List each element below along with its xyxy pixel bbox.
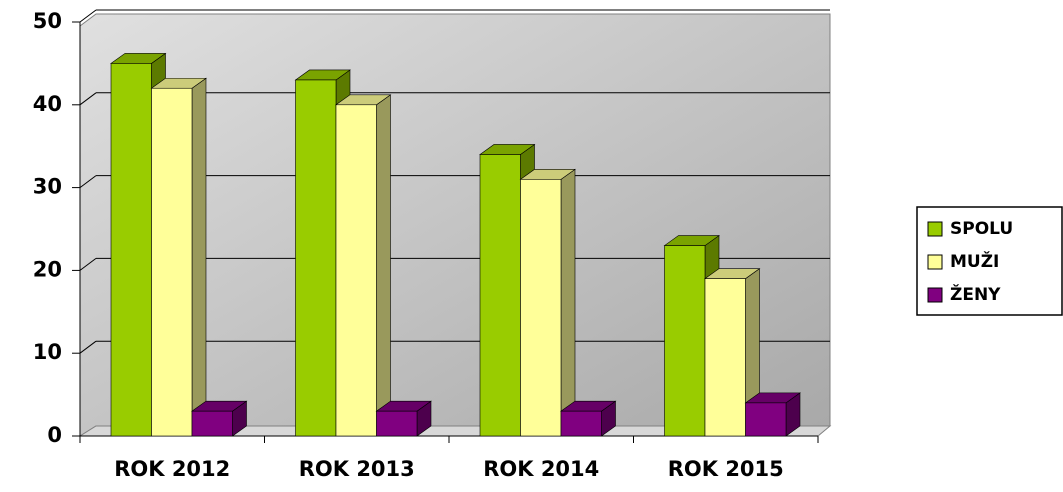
bar [191,410,233,437]
y-tick-label: 40 [33,92,62,116]
grid-line [79,9,97,23]
legend-label: SPOLU [950,219,1013,239]
y-tick-label: 50 [33,9,62,33]
bar-side [376,94,391,437]
legend-swatch [927,221,943,237]
bar [664,245,706,437]
x-tick-label: ROK 2014 [483,457,599,481]
grid-line [79,175,97,189]
bar [151,87,193,437]
bar [560,410,602,437]
bar-side [560,168,576,437]
legend-swatch [927,254,943,270]
bar [295,79,337,437]
legend-label: MUŽI [950,250,999,272]
x-tick-label: ROK 2015 [668,457,784,481]
x-tick-label: ROK 2013 [299,457,415,481]
grid-line [79,92,97,106]
y-tick-label: 10 [33,340,62,364]
legend-label: ŽENY [950,283,1001,305]
bar [479,154,521,437]
y-tick-label: 20 [33,257,62,281]
bar [335,104,377,437]
legend-swatch [927,287,943,303]
bar [520,179,562,437]
bar [704,278,746,437]
bar [745,402,787,437]
bar [110,63,152,437]
grid-line [79,257,97,271]
bar-side [191,77,207,437]
grid-line [79,340,97,354]
y-tick-label: 30 [33,175,62,199]
bar [376,410,418,437]
x-tick-label: ROK 2012 [114,457,230,481]
y-tick-label: 0 [47,423,62,447]
